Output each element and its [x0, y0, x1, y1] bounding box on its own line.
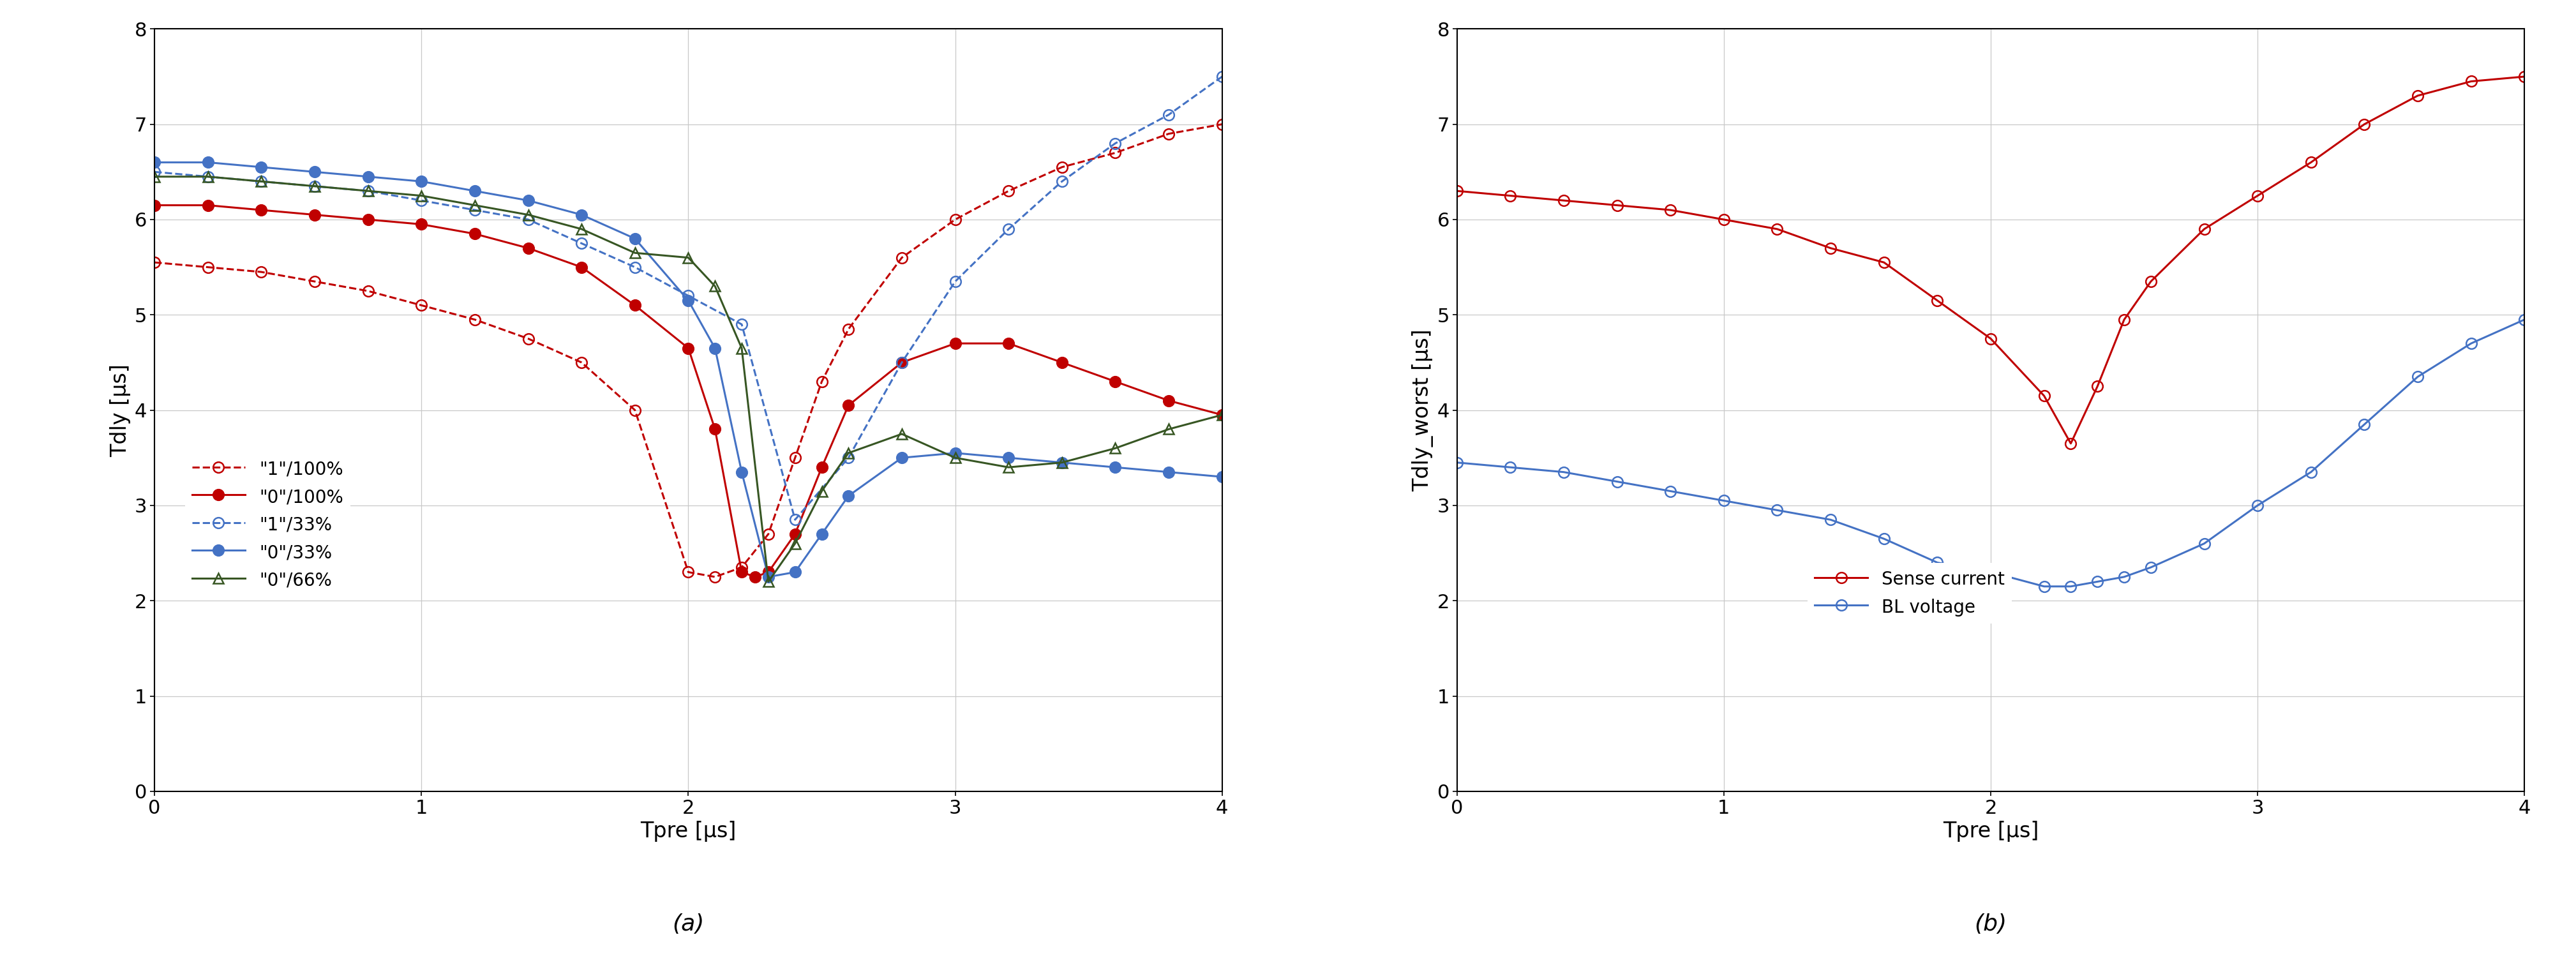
Legend: "1"/100%, "0"/100%, "1"/33%, "0"/33%, "0"/66%: "1"/100%, "0"/100%, "1"/33%, "0"/33%, "0…	[185, 453, 350, 596]
Y-axis label: Tdly_worst [μs]: Tdly_worst [μs]	[1412, 329, 1432, 491]
Legend: Sense current, BL voltage: Sense current, BL voltage	[1808, 563, 2012, 623]
Y-axis label: Tdly [μs]: Tdly [μs]	[111, 364, 131, 456]
Text: (a): (a)	[672, 913, 703, 935]
Text: (b): (b)	[1973, 913, 2007, 935]
X-axis label: Tpre [μs]: Tpre [μs]	[1942, 821, 2038, 841]
X-axis label: Tpre [μs]: Tpre [μs]	[641, 821, 737, 841]
